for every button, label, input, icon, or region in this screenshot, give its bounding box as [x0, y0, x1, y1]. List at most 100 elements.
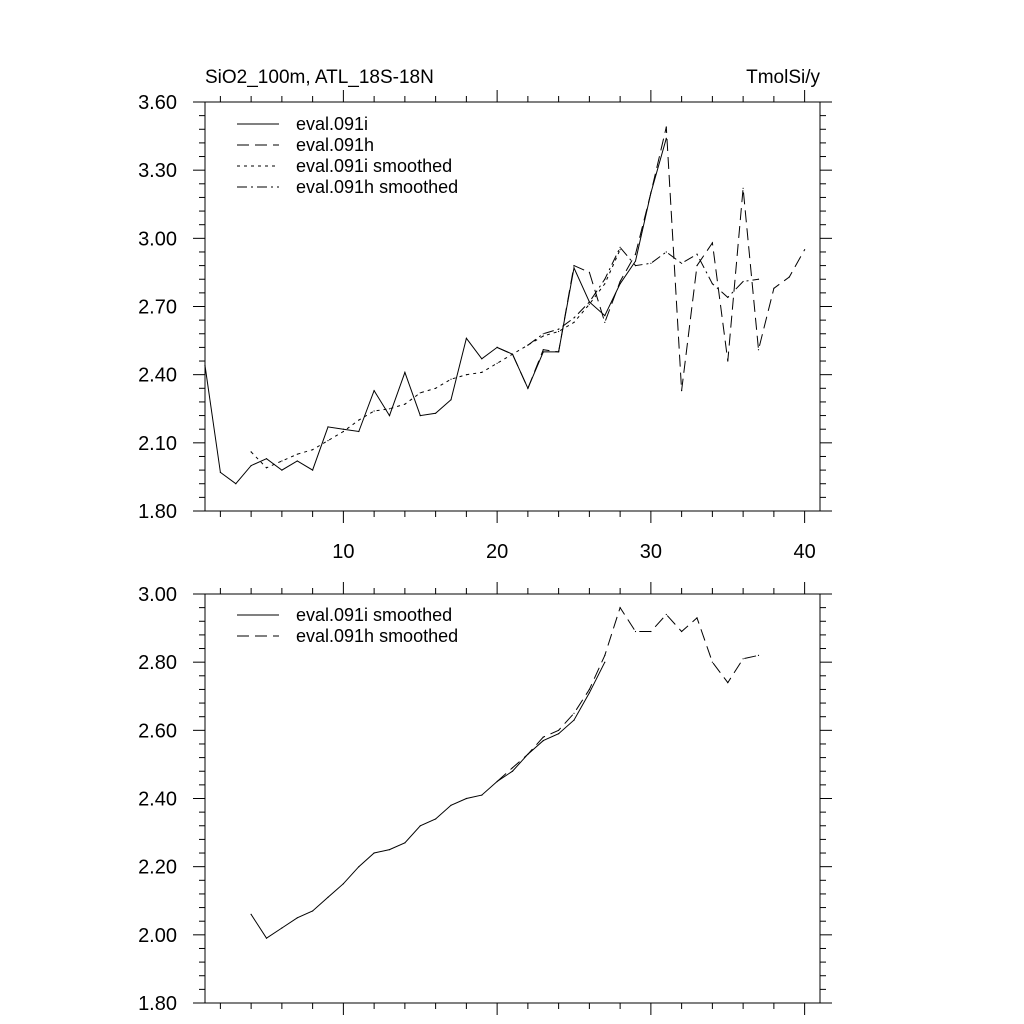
series-line-4 [527, 246, 759, 346]
series-4-point [696, 253, 698, 255]
series-4-point [558, 328, 560, 330]
series-3-point [496, 362, 498, 364]
series-2-point [650, 192, 652, 194]
legend-label-1: eval.091i smoothed [296, 605, 452, 625]
series-2-point [634, 253, 637, 255]
y-tick-label: 3.00 [138, 584, 177, 606]
legend-label-3: eval.091i smoothed [296, 156, 452, 176]
series-1-point [265, 458, 268, 460]
legend-label-2: eval.091h [296, 135, 374, 155]
series-1-point [588, 692, 591, 694]
series-1-point [219, 471, 221, 473]
series-3-point [588, 303, 591, 305]
series-2-point [542, 349, 544, 351]
legend-label-2: eval.091h smoothed [296, 626, 458, 646]
y-tick-label: 2.60 [138, 720, 177, 742]
series-1-point [419, 825, 421, 827]
series-3-point [327, 440, 329, 442]
series-4-point [727, 296, 729, 298]
x-tick-label: 40 [794, 541, 816, 563]
series-1-point [373, 852, 375, 854]
series-3-point [435, 387, 437, 389]
series-2-point [588, 271, 591, 273]
bottom-panel: 1.80 2.00 2.20 2.40 2.60 2.80 3.00 eval.091i sm… [138, 582, 832, 1015]
legend-label-4: eval.091h smoothed [296, 177, 458, 197]
series-3-point [281, 460, 283, 462]
series-1-point [465, 337, 467, 339]
series-3-point [481, 371, 483, 373]
series-1-point [358, 430, 360, 433]
series-4-point [588, 301, 591, 303]
x-tick-label: 30 [640, 541, 662, 563]
series-1-point [358, 866, 360, 868]
series-2-point [788, 276, 790, 278]
series-1-point [296, 460, 298, 462]
series-3-point [419, 392, 421, 394]
y-tick-label: 2.20 [138, 857, 177, 879]
series-3-point [265, 467, 268, 469]
series-1-point [312, 910, 314, 912]
series-4-point [665, 251, 667, 253]
y-tick-label: 1.80 [138, 993, 177, 1015]
series-4-point [757, 278, 760, 280]
series-3-point [558, 330, 560, 333]
series-2-point [634, 630, 637, 633]
series-1-point [404, 842, 406, 844]
series-2-point [696, 265, 698, 267]
series-3-point [511, 353, 514, 355]
series-line-3 [250, 249, 621, 469]
series-1-point [281, 927, 283, 929]
series-4-point [634, 265, 637, 267]
series-2-point [511, 767, 514, 769]
series-1-point [481, 358, 483, 360]
series-3-point [296, 453, 298, 455]
series-3-point [404, 403, 406, 405]
series-2-point [804, 249, 806, 251]
series-1-point [342, 428, 344, 430]
series-2-point [604, 321, 606, 323]
series-4-point [604, 278, 606, 280]
series-1-point [312, 469, 314, 471]
series-4-point [681, 262, 683, 264]
series-2-point [742, 658, 744, 660]
series-2-point [558, 351, 560, 353]
series-2-point [696, 617, 698, 619]
series-2-point [757, 654, 760, 657]
y-tick-label: 2.40 [138, 789, 177, 811]
series-1-point [604, 661, 606, 663]
series-1-point [558, 733, 560, 735]
series-1-point [573, 267, 575, 269]
series-3-point [619, 249, 621, 251]
series-1-point [342, 883, 344, 885]
series-1-point [511, 770, 514, 772]
series-1-point [327, 896, 329, 898]
series-line-2 [496, 126, 806, 391]
series-2-point [711, 661, 714, 663]
series-2-point [681, 390, 683, 392]
series-1-point [204, 365, 206, 367]
series-1-point [435, 818, 437, 820]
series-2-point [665, 126, 667, 128]
x-tick-label: 10 [332, 541, 354, 563]
series-2-point [558, 729, 560, 731]
series-1-point [235, 483, 237, 485]
series-1-point [388, 849, 391, 851]
series-3-point [388, 408, 391, 410]
units-label: TmolSi/y [746, 67, 820, 88]
series-4-point [650, 262, 652, 264]
series-2-point [619, 280, 621, 283]
series-2-point [496, 346, 498, 348]
plot-frame [204, 593, 821, 1004]
series-1-point [665, 137, 667, 139]
series-3-point [250, 451, 252, 453]
series-4-point [527, 344, 529, 346]
series-1-point [250, 465, 252, 467]
series-line-1 [250, 661, 606, 939]
series-1-point [450, 399, 452, 401]
series-2-point [573, 712, 575, 714]
chart-title: SiO2_100m, ATL_18S-18N [205, 67, 434, 88]
y-tick-label: 2.80 [138, 652, 177, 674]
series-2-point [650, 630, 652, 633]
series-1-point [296, 917, 298, 919]
